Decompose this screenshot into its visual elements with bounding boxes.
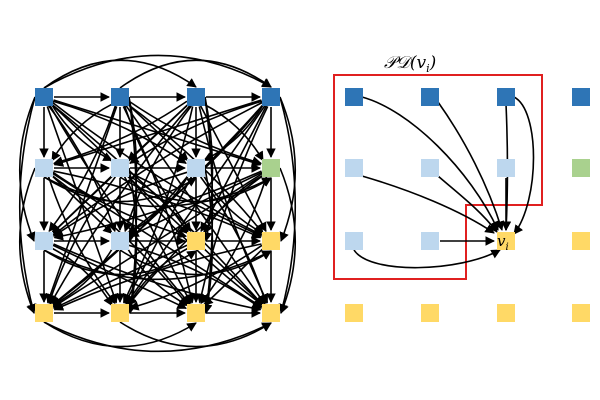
left-edges xyxy=(18,54,297,353)
edge-arrow xyxy=(199,176,268,305)
node-0-0 xyxy=(35,88,53,106)
node-3-1 xyxy=(111,304,129,322)
edge-arrow xyxy=(119,321,272,348)
edge-arrow xyxy=(126,247,189,307)
node-0-1 xyxy=(111,88,129,106)
edge-arrow xyxy=(51,103,114,162)
node-2-1 xyxy=(111,232,129,250)
edge-arrow xyxy=(43,321,272,353)
node-0-2 xyxy=(187,88,205,106)
edge-arrow xyxy=(279,96,297,242)
node-0-3 xyxy=(262,88,280,106)
edge-arrow xyxy=(18,96,36,242)
edge-arrow xyxy=(50,247,113,307)
right-nodes xyxy=(345,88,590,322)
edge-arrow xyxy=(128,244,262,309)
node-1-0 xyxy=(35,159,53,177)
edge-arrow xyxy=(513,96,535,235)
node-2-0 xyxy=(345,232,363,250)
edge-arrow xyxy=(437,175,498,233)
edge-arrow xyxy=(278,96,297,314)
edge-arrow xyxy=(50,103,113,162)
edge-arrow xyxy=(43,59,197,89)
left-panel xyxy=(18,54,297,353)
node-3-0 xyxy=(345,304,363,322)
node-1-1 xyxy=(111,159,129,177)
node-1-3 xyxy=(572,159,590,177)
node-2-1 xyxy=(421,232,439,250)
edge-arrow xyxy=(53,243,262,311)
node-0-1 xyxy=(421,88,439,106)
edge-arrow xyxy=(53,170,262,241)
node-0-0 xyxy=(345,88,363,106)
edge-arrow xyxy=(202,103,264,162)
node-3-2 xyxy=(187,304,205,322)
edge-arrow xyxy=(203,174,265,235)
edge-arrow xyxy=(437,101,505,231)
edge-arrow xyxy=(53,99,262,167)
node-0-2 xyxy=(497,88,515,106)
edge-arrow xyxy=(361,96,499,231)
edge-arrow xyxy=(52,171,188,239)
node-0-3 xyxy=(572,88,590,106)
edge-arrow xyxy=(53,244,188,310)
edge-arrow xyxy=(129,171,263,237)
edge-arrow xyxy=(53,171,188,237)
node-3-3 xyxy=(572,304,590,322)
node-1-2 xyxy=(497,159,515,177)
edge-arrow xyxy=(43,249,272,281)
node-2-3 xyxy=(572,232,590,250)
edge-arrow xyxy=(129,244,263,311)
node-1-0 xyxy=(345,159,363,177)
node-1-1 xyxy=(421,159,439,177)
edge-arrow xyxy=(52,101,263,236)
edge-arrow xyxy=(200,176,268,304)
edge-arrow xyxy=(361,175,495,234)
node-3-3 xyxy=(262,304,280,322)
node-2-2 xyxy=(497,232,515,250)
edge-arrow xyxy=(129,100,263,164)
target-node-label: vi xyxy=(497,232,509,253)
edge-arrow xyxy=(203,103,265,162)
node-3-1 xyxy=(421,304,439,322)
edge-arrow xyxy=(119,59,272,89)
node-3-2 xyxy=(497,304,515,322)
edge-arrow xyxy=(43,54,272,89)
edge-arrow xyxy=(126,174,189,235)
right-edges xyxy=(353,96,535,269)
edge-arrow xyxy=(47,176,116,305)
node-2-0 xyxy=(35,232,53,250)
edge-arrow xyxy=(53,170,262,239)
edge-arrow xyxy=(279,167,297,314)
edge-arrow xyxy=(43,321,197,348)
node-1-3 xyxy=(262,159,280,177)
edge-arrow xyxy=(18,96,37,314)
edge-arrow xyxy=(47,176,116,305)
edge-arrow xyxy=(18,167,36,314)
node-1-2 xyxy=(187,159,205,177)
node-3-0 xyxy=(35,304,53,322)
edge-arrow xyxy=(203,247,265,307)
edge-arrow xyxy=(53,100,188,166)
left-nodes xyxy=(35,88,280,322)
edge-arrow xyxy=(353,249,501,269)
right-panel: 𝒫𝒟(vi) vi xyxy=(333,53,590,322)
node-2-2 xyxy=(187,232,205,250)
predecessor-set-title: 𝒫𝒟(vi) xyxy=(384,53,436,75)
predecessor-highlight xyxy=(333,74,543,280)
edge-arrow xyxy=(48,105,117,233)
node-2-3 xyxy=(262,232,280,250)
